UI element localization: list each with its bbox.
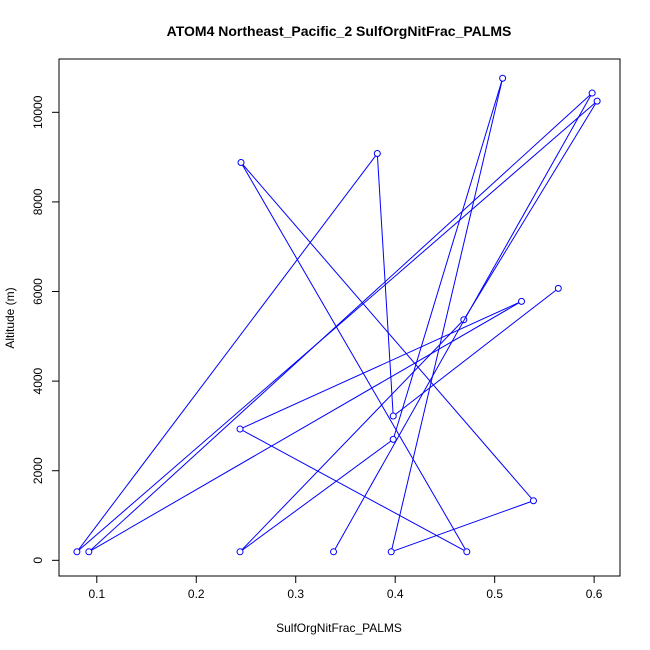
- y-tick-label: 6000: [31, 278, 45, 305]
- series-segment: [242, 164, 466, 550]
- series-segment: [91, 302, 520, 551]
- data-point: [463, 548, 471, 556]
- y-tick-label: 2000: [31, 457, 45, 484]
- data-point: [236, 425, 244, 433]
- series-segment: [78, 155, 376, 550]
- x-tick-label: 0.1: [88, 587, 105, 601]
- series-segment: [395, 289, 557, 415]
- series-segment: [393, 501, 531, 552]
- y-tick-label: 0: [31, 557, 45, 564]
- data-point: [554, 284, 562, 292]
- data-point: [73, 548, 81, 556]
- x-axis: 0.1 0.2 0.3 0.4 0.5 0.6: [88, 575, 603, 601]
- data-point: [85, 548, 93, 556]
- series-segment: [242, 302, 520, 429]
- series-segment: [242, 430, 465, 551]
- series-lines: [78, 80, 596, 552]
- data-point: [330, 548, 338, 556]
- series-segment: [241, 321, 463, 550]
- series-segment: [393, 80, 503, 437]
- data-point: [373, 150, 381, 158]
- y-axis: 0 2000 4000 6000 8000 10000: [31, 95, 60, 564]
- series-segment: [90, 94, 591, 551]
- y-tick-label: 10000: [31, 95, 45, 129]
- series-segment: [242, 164, 532, 499]
- data-point: [389, 435, 397, 443]
- x-axis-label: SulfOrgNitFrac_PALMS: [276, 621, 402, 635]
- series-segment: [242, 440, 392, 551]
- series-points: [73, 74, 601, 556]
- data-point: [236, 548, 244, 556]
- data-point: [237, 158, 245, 166]
- x-tick-label: 0.6: [586, 587, 603, 601]
- series-segment: [391, 81, 503, 550]
- data-point: [499, 74, 507, 82]
- data-point: [387, 548, 395, 556]
- series-segment: [376, 156, 394, 414]
- series-segment: [78, 102, 596, 551]
- x-tick-label: 0.5: [486, 587, 503, 601]
- data-point: [588, 89, 596, 97]
- x-tick-label: 0.4: [387, 587, 404, 601]
- y-tick-label: 4000: [31, 367, 45, 394]
- data-point: [389, 412, 397, 420]
- data-point: [460, 316, 468, 324]
- data-point: [593, 97, 601, 105]
- data-point: [518, 297, 526, 305]
- x-tick-label: 0.3: [287, 587, 304, 601]
- data-point: [529, 497, 537, 505]
- y-tick-label: 8000: [31, 188, 45, 215]
- y-axis-label: Altitude (m): [3, 287, 17, 348]
- x-tick-label: 0.2: [188, 587, 205, 601]
- series-segment: [464, 103, 596, 318]
- chart-title: ATOM4 Northeast_Pacific_2 SulfOrgNitFrac…: [167, 23, 512, 39]
